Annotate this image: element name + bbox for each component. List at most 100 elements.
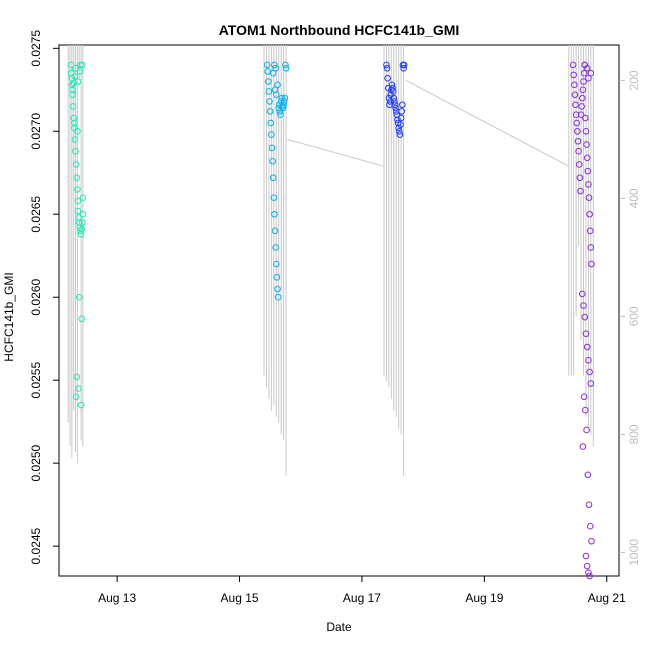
data-point xyxy=(383,61,390,69)
y-tick-label: 0.0250 xyxy=(29,444,43,481)
data-point xyxy=(268,131,275,138)
data-point xyxy=(395,124,402,132)
data-point xyxy=(69,86,76,94)
data-point xyxy=(396,131,404,138)
y-tick-label: 0.0265 xyxy=(29,196,43,233)
data-point xyxy=(392,104,399,112)
data-point xyxy=(75,214,82,221)
data-point xyxy=(78,61,86,69)
data-point xyxy=(574,137,582,145)
x-tick-label: Aug 19 xyxy=(465,591,503,605)
data-point xyxy=(585,181,592,188)
data-point xyxy=(391,98,398,105)
data-point xyxy=(577,187,584,195)
x-tick-label: Aug 17 xyxy=(343,591,381,605)
data-point xyxy=(587,380,595,387)
data-point xyxy=(271,61,278,69)
data-point xyxy=(573,119,581,127)
data-point xyxy=(266,98,273,105)
data-point xyxy=(269,157,276,165)
data-point xyxy=(582,127,590,135)
data-point xyxy=(78,225,85,233)
data-point xyxy=(569,61,577,69)
data-point xyxy=(388,81,396,89)
data-point xyxy=(575,147,582,155)
data-point xyxy=(274,81,281,89)
data-point xyxy=(578,94,586,102)
data-point xyxy=(386,98,394,105)
x-tick-label: Aug 15 xyxy=(221,591,259,605)
data-point xyxy=(583,562,591,570)
data-point xyxy=(70,114,77,122)
data-point xyxy=(72,64,79,72)
data-point xyxy=(391,101,399,109)
data-point xyxy=(397,121,404,128)
data-point xyxy=(585,501,593,508)
data-point xyxy=(270,194,278,201)
data-point xyxy=(588,537,595,545)
data-point xyxy=(583,64,591,72)
data-point xyxy=(67,61,75,69)
y-tick-label: 0.0275 xyxy=(29,30,43,67)
x-tick-label: Aug 21 xyxy=(588,591,626,605)
data-point xyxy=(581,313,589,321)
data-point xyxy=(79,210,87,218)
data-point xyxy=(582,330,590,338)
data-point xyxy=(69,91,76,99)
data-point xyxy=(574,127,581,135)
data-point xyxy=(570,71,578,79)
data-point xyxy=(77,230,85,238)
data-point xyxy=(583,426,590,434)
data-point xyxy=(584,471,592,479)
data-point xyxy=(282,64,290,72)
data-point xyxy=(578,103,585,110)
data-point xyxy=(266,108,274,115)
data-point xyxy=(579,86,587,94)
data-point xyxy=(77,401,85,409)
data-point xyxy=(580,393,588,401)
data-point xyxy=(389,84,396,92)
data-point xyxy=(75,385,82,392)
data-point xyxy=(572,101,579,109)
data-point xyxy=(67,69,75,77)
data-point xyxy=(75,293,83,301)
data-point xyxy=(265,88,273,95)
data-point xyxy=(267,119,275,127)
data-point xyxy=(578,290,586,298)
data-point xyxy=(72,393,80,401)
data-point xyxy=(274,293,282,301)
data-point xyxy=(74,78,82,85)
data-point xyxy=(72,161,80,168)
data-point xyxy=(390,94,398,102)
data-point xyxy=(71,119,78,127)
data-point xyxy=(71,136,79,143)
data-point xyxy=(274,285,281,293)
data-point xyxy=(572,111,580,118)
data-point xyxy=(277,111,284,118)
data-point xyxy=(74,186,81,193)
data-point xyxy=(75,219,83,226)
y-tick-label: 0.0270 xyxy=(29,113,43,150)
data-point xyxy=(271,227,279,235)
data-point xyxy=(77,61,84,69)
data-point xyxy=(70,79,77,87)
data-point xyxy=(273,274,281,281)
data-point xyxy=(280,101,287,109)
data-point xyxy=(583,141,590,148)
data-point xyxy=(588,260,595,268)
data-point xyxy=(586,368,593,376)
data-point xyxy=(579,443,587,450)
data-point xyxy=(388,86,395,94)
data-point xyxy=(580,78,587,85)
data-point xyxy=(399,101,406,109)
y2-tick-label: 200 xyxy=(627,70,641,90)
y-tick-label: 0.0245 xyxy=(29,527,43,564)
data-point xyxy=(384,74,391,82)
data-point xyxy=(272,244,279,251)
data-point xyxy=(385,94,393,102)
y2-axis: 200 400 600 800 1000 xyxy=(619,70,641,566)
data-point xyxy=(272,260,280,268)
data-point xyxy=(275,104,283,112)
data-point xyxy=(279,104,287,112)
data-point xyxy=(263,61,271,69)
